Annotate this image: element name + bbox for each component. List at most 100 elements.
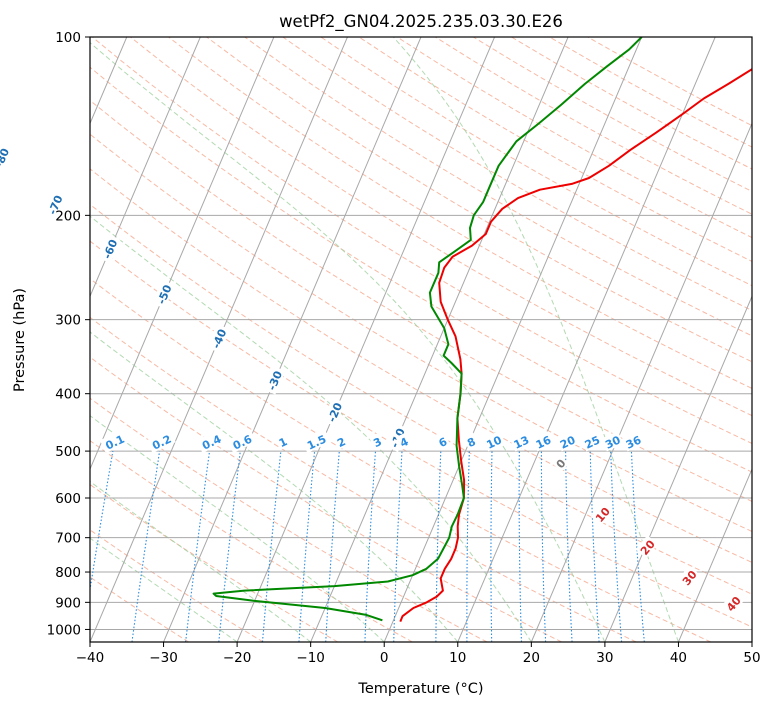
x-tick-label: 30 xyxy=(596,650,613,666)
y-tick-label: 500 xyxy=(55,444,81,460)
isotherm-label-bg xyxy=(97,234,121,264)
y-tick-label: 700 xyxy=(55,531,81,547)
dry-adiabat-line xyxy=(90,133,752,533)
mixing-ratio-line xyxy=(565,451,573,642)
mixing-ratio-label-bg xyxy=(621,430,645,452)
adiabat-label-bg xyxy=(721,591,745,615)
x-tick-label: 10 xyxy=(449,650,466,666)
mixing-ratio-label: 16 xyxy=(534,433,554,451)
dry-adiabat-line xyxy=(90,240,752,628)
mixing-ratio-label: 30 xyxy=(603,433,623,451)
mixing-ratio-label-bg xyxy=(462,432,479,450)
moist-adiabat-line xyxy=(90,415,385,642)
isotherm-line xyxy=(90,37,275,471)
moist-adiabat-line xyxy=(90,537,238,642)
mixing-ratio-label: 13 xyxy=(512,433,531,451)
isotherm-line xyxy=(383,37,643,642)
label-layer: -100-90-80-70-60-50-40-30-20-100.10.20.4… xyxy=(0,143,745,615)
isotherm-label-bg xyxy=(262,365,286,395)
chart-title: wetPf2_GN04.2025.235.03.30.E26 xyxy=(279,12,563,32)
isotherm-line xyxy=(90,37,201,298)
y-axis-label: Pressure (hPa) xyxy=(12,288,28,392)
temperature-profile-line xyxy=(399,68,752,622)
dry-adiabat-line xyxy=(168,37,752,389)
y-tick-label: 900 xyxy=(55,595,81,611)
mixing-ratio-label-bg xyxy=(600,430,624,452)
y-tick-label: 200 xyxy=(55,208,81,224)
mixing-ratio-label-bg xyxy=(332,432,349,450)
adiabat-label-bg xyxy=(635,535,659,559)
adiabat-label-bg xyxy=(551,454,569,472)
mixing-ratio-label-bg xyxy=(146,429,176,453)
adiabat-label-bg xyxy=(590,502,614,526)
mixing-ratio-line xyxy=(261,451,282,642)
mixing-ratio-label-bg xyxy=(482,430,505,452)
isotherm-label-bg xyxy=(322,397,346,427)
mixing-ratio-label: 10 xyxy=(485,433,505,451)
x-tick-label: 50 xyxy=(743,650,760,666)
y-tick-label: 800 xyxy=(55,565,81,581)
dry-adiabat-line xyxy=(130,37,752,417)
x-tick-label: −40 xyxy=(76,650,105,666)
mixing-ratio-line xyxy=(218,451,241,642)
mixing-ratio-line xyxy=(393,451,403,642)
mixing-ratio-label-bg xyxy=(227,429,257,453)
mixing-ratio-line xyxy=(610,451,623,642)
x-axis-label: Temperature (°C) xyxy=(357,681,483,697)
grid-layer xyxy=(90,37,752,642)
isotherm-line xyxy=(677,467,752,642)
dry-adiabat-line xyxy=(90,168,752,563)
mixing-ratio-line xyxy=(325,451,340,642)
mixing-ratio-label: 36 xyxy=(624,433,644,451)
isotherm-line xyxy=(530,122,752,642)
mixing-ratio-label-bg xyxy=(434,432,451,450)
isotherm-line xyxy=(310,37,569,642)
y-tick-label: 100 xyxy=(55,30,81,46)
moist-adiabat-line xyxy=(392,37,679,642)
dry-adiabat-line xyxy=(90,316,637,642)
mixing-ratio-line xyxy=(518,451,523,642)
isotherm-label-bg xyxy=(0,143,13,173)
y-tick-label: 1000 xyxy=(47,622,81,638)
mixing-ratio-label-bg xyxy=(395,432,412,450)
mixing-ratio-line xyxy=(298,451,316,642)
mixing-ratio-label-bg xyxy=(99,429,129,453)
dry-adiabat-line xyxy=(90,356,562,642)
x-tick-label: −20 xyxy=(223,650,252,666)
x-tick-label: −30 xyxy=(149,650,178,666)
isotherm-line xyxy=(163,37,422,642)
mixing-ratio-label-bg xyxy=(580,430,604,452)
mixing-ratio-label-bg xyxy=(369,432,386,450)
axes-layer: −40 −30 −20 −10 0 10 20 30 40 50 1000 900 800 700 600 5… xyxy=(47,30,761,666)
dry-adiabat-line xyxy=(90,529,264,642)
series-layer xyxy=(212,37,752,622)
y-tick-label: 400 xyxy=(55,387,81,403)
mixing-ratio-line xyxy=(630,451,645,642)
moist-adiabat-line xyxy=(90,215,532,642)
mixing-ratio-line xyxy=(490,451,493,642)
mixing-ratio-line xyxy=(364,451,377,642)
dry-adiabat-line xyxy=(90,397,488,642)
mixing-ratio-label-bg xyxy=(274,432,291,450)
isotherm-label-bg xyxy=(206,323,230,353)
mixing-ratio-label: 20 xyxy=(558,433,578,451)
isotherm-label-bg xyxy=(42,189,66,219)
dry-adiabat-line xyxy=(90,203,752,595)
mixing-ratio-line xyxy=(435,451,442,642)
moist-adiabat-line xyxy=(90,331,459,642)
dewpoint-profile-line xyxy=(212,37,643,622)
isotherm-line xyxy=(236,37,496,642)
adiabat-label-bg xyxy=(677,565,700,589)
y-tick-label: 300 xyxy=(55,313,81,329)
plot-area xyxy=(90,37,752,642)
mixing-ratio-line xyxy=(466,451,470,642)
x-tick-label: −10 xyxy=(296,650,325,666)
mixing-ratio-label-bg xyxy=(531,430,555,452)
x-tick-label: 0 xyxy=(380,650,389,666)
mixing-ratio-label-bg xyxy=(555,430,579,452)
mixing-ratio-label-bg xyxy=(196,429,226,453)
mixing-ratio-label-bg xyxy=(509,430,533,452)
mixing-ratio-line xyxy=(540,451,547,642)
